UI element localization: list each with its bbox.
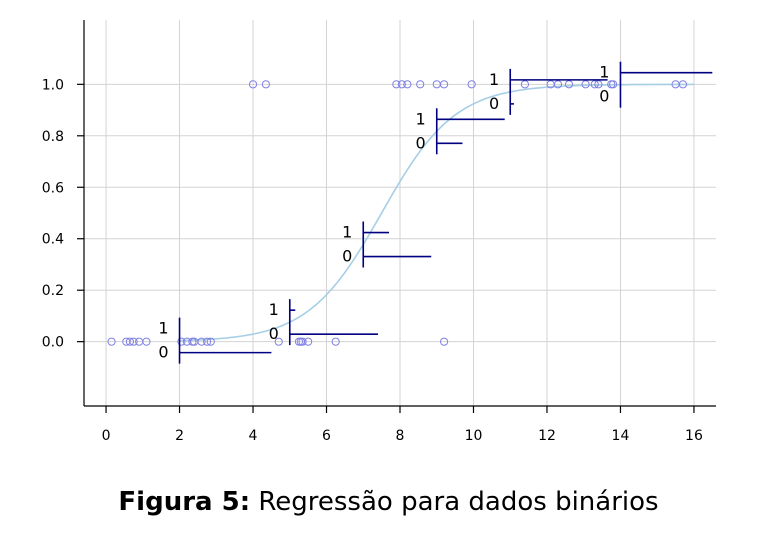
data-point-y0 (129, 337, 138, 346)
points-layer (107, 80, 688, 346)
data-point-y1 (581, 80, 590, 89)
data-point-y0 (125, 337, 135, 346)
data-point-y0 (206, 337, 215, 346)
caption-label: Figura 5: (118, 487, 251, 517)
data-point-y1 (248, 80, 258, 89)
data-point-y0 (331, 337, 340, 346)
data-point-y0 (142, 337, 151, 346)
histogram-label-upper: 1 (416, 109, 426, 128)
x-tick-label: 2 (175, 428, 184, 444)
data-point-y1 (392, 80, 401, 89)
data-point-y1 (261, 80, 270, 89)
histogram-label-lower: 0 (269, 324, 279, 343)
x-tick-label: 12 (538, 428, 556, 444)
histogram-label-lower: 0 (342, 247, 352, 266)
y-tick-label: 0.2 (42, 283, 64, 299)
histogram-bar-group: 10 (158, 317, 272, 364)
data-point-y1 (594, 80, 603, 89)
data-point-y0 (107, 337, 116, 346)
data-point-y1 (553, 80, 563, 89)
data-point-y1 (678, 80, 688, 89)
data-point-y1 (467, 80, 476, 89)
histogram-bar-group: 10 (416, 108, 505, 155)
data-point-y1 (439, 80, 449, 89)
data-point-y1 (403, 80, 412, 89)
data-point-y0 (177, 337, 186, 346)
y-tick-label: 1.0 (42, 77, 64, 93)
data-point-y0 (202, 337, 212, 346)
histogram-label-upper: 1 (158, 319, 168, 338)
histogram-label-lower: 0 (599, 87, 609, 106)
caption-text: Regressão para dados binários (258, 487, 659, 517)
histogram-label-upper: 1 (489, 70, 499, 89)
histogram-label-lower: 0 (416, 133, 426, 152)
data-point-y1 (590, 80, 599, 89)
data-point-y0 (274, 337, 283, 346)
x-tick-label: 14 (612, 428, 630, 444)
grid-lines (84, 20, 716, 406)
data-point-y0 (298, 337, 307, 346)
y-tick-label: 0.0 (42, 335, 64, 351)
histogram-bar-group: 10 (269, 299, 378, 346)
histogram-label-upper: 1 (599, 63, 609, 82)
y-tick-label: 0.8 (42, 129, 64, 145)
data-point-y1 (609, 80, 618, 89)
histogram-bar-group: 10 (342, 221, 432, 268)
axes-layer: 0 2 4 6 8 10 12 14 160.00.20.40.60.81.0 (42, 20, 716, 444)
data-point-y1 (416, 80, 425, 89)
data-point-y1 (397, 80, 406, 89)
x-tick-label: 8 (396, 428, 405, 444)
x-tick-label: 0 (102, 428, 111, 444)
x-tick-label: 10 (465, 428, 483, 444)
y-tick-label: 0.4 (42, 232, 64, 248)
data-point-y0 (439, 337, 449, 346)
histogram-label-lower: 0 (158, 343, 168, 362)
x-tick-label: 16 (685, 428, 703, 444)
data-point-y1 (520, 80, 530, 89)
y-tick-label: 0.6 (42, 180, 64, 196)
x-tick-label: 6 (322, 428, 331, 444)
data-point-y1 (564, 80, 574, 89)
data-point-y0 (197, 337, 206, 346)
histogram-label-upper: 1 (269, 300, 279, 319)
histogram-label-upper: 1 (342, 223, 352, 242)
figure-caption: Figura 5: Regressão para dados binários (0, 487, 777, 517)
histogram-label-lower: 0 (489, 94, 499, 113)
x-tick-label: 4 (249, 428, 258, 444)
histogram-bar-group: 10 (489, 68, 608, 115)
data-point-y0 (304, 337, 313, 346)
histogram-bar-group: 10 (599, 61, 713, 108)
